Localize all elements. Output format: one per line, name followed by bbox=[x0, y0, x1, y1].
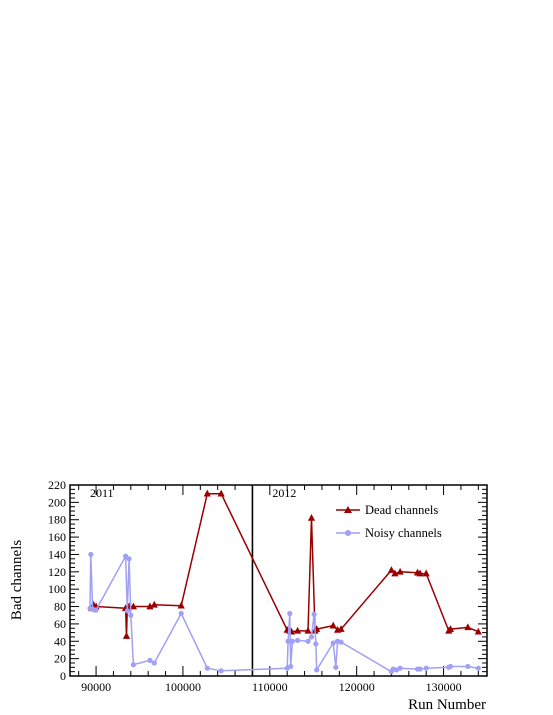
data-point bbox=[129, 602, 138, 610]
x-tick-label: 130000 bbox=[426, 680, 462, 694]
y-tick-label: 40 bbox=[54, 634, 66, 648]
data-point bbox=[329, 621, 337, 629]
data-point bbox=[150, 600, 158, 608]
data-point bbox=[124, 608, 130, 614]
x-tick-label: 90000 bbox=[81, 680, 111, 694]
legend-dead-marker bbox=[344, 506, 352, 513]
data-point bbox=[464, 623, 472, 631]
data-point bbox=[128, 612, 134, 618]
data-point bbox=[217, 489, 225, 497]
data-point bbox=[307, 513, 316, 521]
x-tick-label: 100000 bbox=[165, 680, 201, 694]
data-point bbox=[313, 641, 319, 647]
data-point bbox=[338, 639, 344, 645]
series-noisy bbox=[87, 551, 481, 675]
data-point bbox=[446, 625, 455, 632]
y-tick-label: 180 bbox=[48, 513, 66, 527]
y-tick-label: 220 bbox=[48, 478, 66, 492]
data-point bbox=[397, 665, 403, 671]
data-point bbox=[178, 610, 184, 617]
data-point bbox=[287, 610, 293, 617]
y-axis-label: Bad channels bbox=[9, 540, 25, 621]
legend-entry-noisy: Noisy channels bbox=[336, 526, 442, 540]
data-point bbox=[396, 567, 404, 575]
data-point bbox=[295, 637, 301, 644]
y-tick-label: 0 bbox=[60, 669, 66, 683]
data-point bbox=[305, 638, 311, 644]
data-point bbox=[130, 662, 137, 668]
y-tick-label: 160 bbox=[48, 530, 66, 544]
data-point bbox=[314, 667, 320, 673]
data-point bbox=[122, 632, 131, 639]
data-point bbox=[423, 665, 429, 671]
data-point bbox=[311, 611, 317, 617]
data-point bbox=[203, 489, 211, 497]
data-point bbox=[330, 640, 336, 646]
y-tick-label: 80 bbox=[54, 600, 66, 614]
annotation-2012: 2012 bbox=[272, 486, 296, 500]
y-axis: 0 20 40 60 80 100 120 140 160 180 200 220 bbox=[48, 478, 487, 683]
data-point bbox=[474, 627, 482, 635]
legend-noisy-marker bbox=[345, 530, 351, 536]
annotation-2011: 2011 bbox=[90, 486, 114, 500]
y-tick-label: 100 bbox=[48, 582, 66, 596]
data-point bbox=[204, 665, 210, 671]
data-point bbox=[465, 663, 471, 670]
data-point bbox=[308, 634, 315, 640]
data-point bbox=[126, 556, 132, 562]
y-tick-label: 140 bbox=[48, 547, 66, 561]
data-point bbox=[151, 660, 157, 666]
legend-dead-label: Dead channels bbox=[365, 503, 438, 517]
data-point bbox=[337, 625, 345, 632]
legend: Dead channels Noisy channels bbox=[336, 503, 442, 540]
x-axis: 90000 100000 110000 120000 130000 bbox=[78, 485, 479, 694]
data-point bbox=[218, 668, 224, 674]
x-tick-label: 120000 bbox=[339, 680, 375, 694]
data-point bbox=[447, 663, 454, 670]
data-point bbox=[475, 665, 481, 671]
data-point bbox=[391, 569, 399, 577]
x-axis-label: Run Number bbox=[408, 697, 486, 713]
legend-noisy-label: Noisy channels bbox=[365, 526, 442, 540]
data-point bbox=[304, 626, 312, 634]
data-point bbox=[285, 638, 291, 644]
data-point bbox=[387, 566, 396, 573]
data-point bbox=[422, 569, 430, 577]
data-point bbox=[333, 664, 339, 670]
data-point bbox=[177, 601, 185, 609]
data-point bbox=[289, 638, 295, 644]
data-point bbox=[146, 602, 154, 610]
data-point bbox=[93, 607, 99, 613]
y-tick-label: 120 bbox=[48, 565, 66, 579]
x-tick-label: 110000 bbox=[252, 680, 288, 694]
series-layer bbox=[87, 489, 482, 675]
data-point bbox=[88, 551, 94, 558]
data-point bbox=[288, 663, 294, 670]
y-tick-label: 200 bbox=[48, 495, 66, 509]
y-tick-label: 20 bbox=[54, 652, 66, 666]
legend-entry-dead: Dead channels bbox=[336, 503, 438, 517]
data-point bbox=[294, 626, 302, 634]
y-tick-label: 60 bbox=[54, 617, 66, 631]
data-point bbox=[416, 569, 424, 577]
data-point bbox=[417, 666, 423, 672]
data-point bbox=[147, 657, 153, 663]
